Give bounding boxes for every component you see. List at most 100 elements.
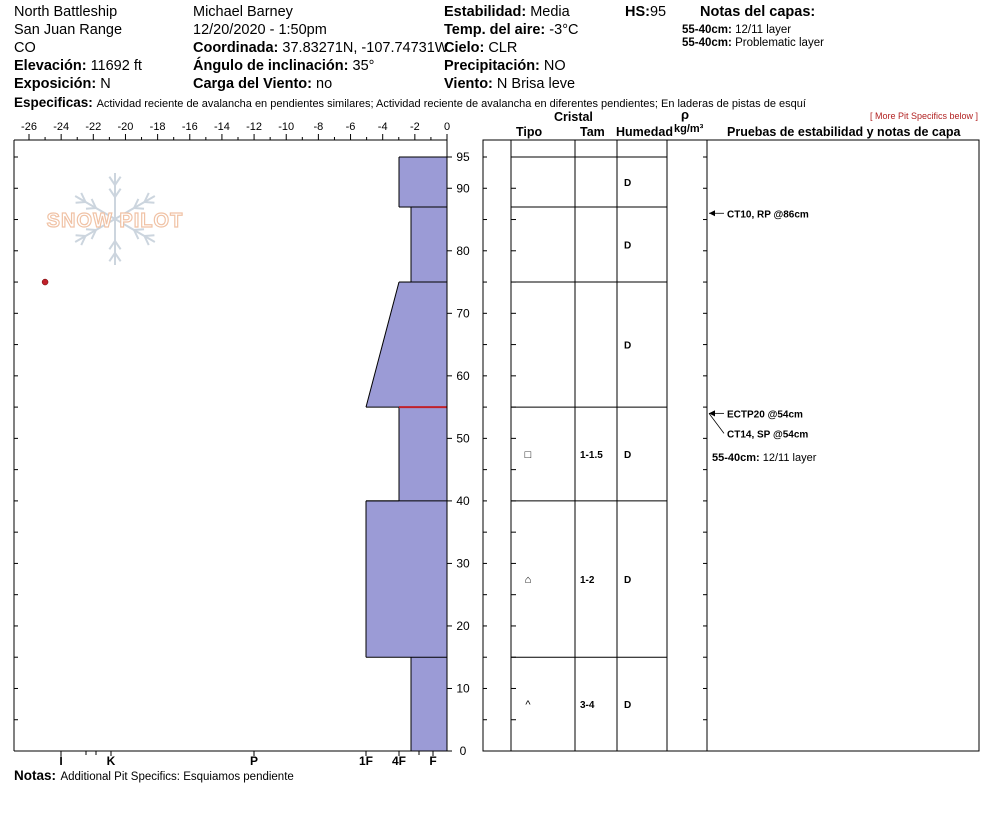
height-tick-label: 30 xyxy=(456,556,470,570)
height-tick-label: 90 xyxy=(456,181,470,195)
moisture-header: Humedad xyxy=(616,125,673,139)
flake-branch xyxy=(114,240,122,250)
height-tick-label: 70 xyxy=(456,306,470,320)
hs-label: HS: xyxy=(625,4,650,20)
height-tick-label: 20 xyxy=(456,619,470,633)
flake-branch xyxy=(143,235,150,246)
temp-tick-label: -2 xyxy=(410,121,420,133)
flake-arm xyxy=(74,195,116,220)
hardness-layer-edge xyxy=(365,281,400,408)
layer-note-range: 55-40cm: xyxy=(682,24,732,36)
observer: Michael Barney xyxy=(193,4,293,20)
flake-branch xyxy=(144,201,155,204)
slope-value: 35° xyxy=(352,58,375,74)
temp-tick-label: -6 xyxy=(346,121,356,133)
layer-note-range: 55-40cm: xyxy=(682,37,732,49)
temp-tick-label: -18 xyxy=(150,121,166,133)
crystal-header: Cristal xyxy=(554,110,593,124)
sky-label: Cielo: xyxy=(444,40,485,56)
stability-test: CT10, RP @86cm xyxy=(727,209,809,220)
notes-value: Additional Pit Specifics: Esquiamos pend… xyxy=(60,771,294,783)
test-arrow-head xyxy=(709,210,715,217)
snowpilot-logo: SNOW PILOT xyxy=(46,173,184,265)
height-tick-label: 95 xyxy=(456,150,470,164)
height-tick-label: 80 xyxy=(456,244,470,258)
layer-note-text: 12/11 layer xyxy=(735,24,792,36)
test-arrow-head xyxy=(709,410,715,417)
height-tick-label: 10 xyxy=(456,681,470,695)
flake-branch xyxy=(75,201,86,204)
hardness-tick-label: P xyxy=(250,754,258,768)
flake-arm xyxy=(74,218,116,243)
layer-notes-title: Notas del capas: xyxy=(700,4,816,20)
grain-type: ⌂ xyxy=(525,574,532,586)
flake-branch xyxy=(114,252,122,262)
wind-load-value: no xyxy=(316,76,333,92)
stability-test: CT14, SP @54cm xyxy=(727,429,808,440)
hardness-tick-label: I xyxy=(59,754,62,768)
temp-tick-label: -26 xyxy=(21,121,37,133)
flake-branch xyxy=(114,176,122,186)
layer-table-frame xyxy=(482,139,980,752)
logo-text: SNOW PILOT xyxy=(47,210,184,232)
aspect: Exposición: N xyxy=(14,77,111,92)
layer-note-text: Problematic layer xyxy=(735,37,824,49)
moisture: D xyxy=(624,450,631,461)
stability-value: Media xyxy=(530,4,570,20)
height-tick-label: 40 xyxy=(456,494,470,508)
wind-value: N Brisa leve xyxy=(496,76,576,92)
layer-note: 55-40cm: Problematic layer xyxy=(682,37,824,50)
temp-tick-label: -10 xyxy=(278,121,294,133)
flake-branch xyxy=(80,235,87,246)
grain-type: ^ xyxy=(525,699,531,711)
hardness-profile-area xyxy=(366,157,447,751)
stability-label: Estabilidad: xyxy=(444,4,527,20)
rho-header: ρ xyxy=(681,107,690,122)
flake-branch xyxy=(85,228,97,231)
moisture: D xyxy=(624,341,631,352)
flake-arm xyxy=(114,218,156,243)
more-specifics-link[interactable]: [ More Pit Specifics below ] xyxy=(870,111,979,121)
specifics: Especificas: Actividad reciente de avala… xyxy=(14,96,806,110)
wind-load-label: Carga del Viento: xyxy=(193,76,312,92)
hardness-tick-label: 4F xyxy=(392,754,406,768)
moisture: D xyxy=(624,178,631,189)
size-header: Tam xyxy=(580,125,605,139)
hs-value: 95 xyxy=(649,4,667,20)
layer-note-range: 55-40cm: xyxy=(712,452,763,464)
precipitation: Precipitación: NO xyxy=(444,59,566,74)
temp-tick-label: -24 xyxy=(53,121,69,133)
notes-label: Notas: xyxy=(14,768,57,783)
flake-branch xyxy=(133,198,140,209)
height-tick-label: 0 xyxy=(460,744,467,758)
flake-arm xyxy=(114,195,156,220)
flake-branch xyxy=(143,192,150,203)
elevation-value: 11692 ft xyxy=(90,58,142,74)
elevation-label: Elevación: xyxy=(14,58,87,74)
elevation: Elevación: 11692 ft xyxy=(14,59,142,74)
sky-value: CLR xyxy=(488,40,518,56)
coord-value: 37.83271N, -107.74731W xyxy=(282,40,449,56)
test-arrow-line xyxy=(708,413,725,434)
moisture: D xyxy=(624,700,631,711)
height-tick-label: 60 xyxy=(456,369,470,383)
density-unit: kg/m³ xyxy=(674,123,704,135)
grain-size: 1-1.5 xyxy=(580,450,603,461)
flake-branch xyxy=(85,207,97,210)
flake-branch xyxy=(75,234,86,237)
precip-value: NO xyxy=(543,58,566,74)
aspect-value: N xyxy=(100,76,111,92)
grain-size: 1-2 xyxy=(580,575,595,586)
layer-note: 55-40cm: 12/11 layer xyxy=(682,24,792,37)
stability: Estabilidad: Media xyxy=(444,5,570,20)
temp-tick-label: -8 xyxy=(313,121,323,133)
height-tick-label: 50 xyxy=(456,431,470,445)
temp-tick-label: 0 xyxy=(444,121,450,133)
precip-label: Precipitación: xyxy=(444,58,540,74)
temperature-point xyxy=(41,278,49,286)
range: San Juan Range xyxy=(14,22,123,38)
slope-angle: Ángulo de inclinación: 35° xyxy=(193,59,374,74)
temp-tick-label: -16 xyxy=(182,121,198,133)
coordinates: Coordinada: 37.83271N, -107.74731W xyxy=(193,41,449,56)
